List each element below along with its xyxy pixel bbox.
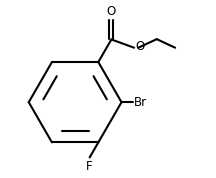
Text: O: O (135, 40, 145, 53)
Text: O: O (107, 5, 116, 18)
Text: F: F (86, 160, 93, 173)
Text: Br: Br (134, 96, 147, 109)
